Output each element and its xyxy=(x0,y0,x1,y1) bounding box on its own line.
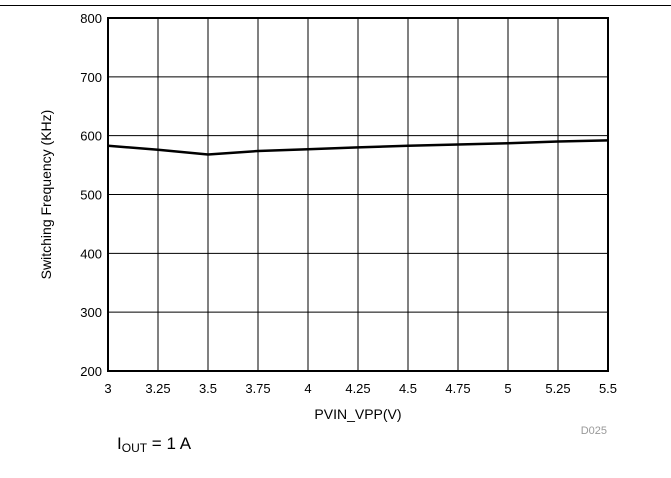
x-tick-label: 4.5 xyxy=(399,381,417,396)
x-tick-label: 3.5 xyxy=(199,381,217,396)
condition-note: IOUT = 1 A xyxy=(117,434,191,455)
data-point xyxy=(357,146,359,148)
data-point xyxy=(507,142,509,144)
y-tick-label: 800 xyxy=(80,11,102,26)
x-tick-label: 4 xyxy=(304,381,311,396)
data-point xyxy=(107,145,109,147)
x-tick-label: 5.5 xyxy=(599,381,617,396)
series-layer xyxy=(107,139,609,156)
data-point xyxy=(557,141,559,143)
x-tick-label: 5.25 xyxy=(545,381,570,396)
data-point xyxy=(457,143,459,145)
data-point xyxy=(207,153,209,155)
condition-subscript: OUT xyxy=(121,441,148,455)
x-tick-label: 4.75 xyxy=(445,381,470,396)
y-tick-label: 400 xyxy=(80,246,102,261)
y-tick-label: 300 xyxy=(80,305,102,320)
x-axis-label: PVIN_VPP(V) xyxy=(314,406,401,422)
plot-frame xyxy=(107,17,609,372)
x-tick-label: 5 xyxy=(504,381,511,396)
data-point xyxy=(407,145,409,147)
y-tick-label: 700 xyxy=(80,70,102,85)
x-tick-label: 3.25 xyxy=(145,381,170,396)
y-tick-label: 200 xyxy=(80,364,102,379)
x-tick-labels: 3 3.25 3.5 3.75 4 4.25 4.5 4.75 5 5.25 5.5 xyxy=(104,381,617,396)
grid xyxy=(107,17,609,372)
y-axis-label: Switching Frequency (KHz) xyxy=(38,110,54,280)
data-point xyxy=(157,149,159,151)
figure-id: D025 xyxy=(581,425,607,437)
y-tick-label: 600 xyxy=(80,129,102,144)
y-tick-labels: 200 300 400 500 600 700 800 xyxy=(80,11,102,379)
condition-value: = 1 A xyxy=(147,434,192,453)
condition-symbol: I xyxy=(117,434,122,453)
series-line xyxy=(107,139,609,156)
y-tick-label: 500 xyxy=(80,188,102,203)
data-point xyxy=(257,150,259,152)
x-tick-label: 4.25 xyxy=(345,381,370,396)
data-point xyxy=(607,139,609,141)
data-point xyxy=(307,148,309,150)
x-tick-label: 3.75 xyxy=(245,381,270,396)
x-tick-label: 3 xyxy=(104,381,111,396)
